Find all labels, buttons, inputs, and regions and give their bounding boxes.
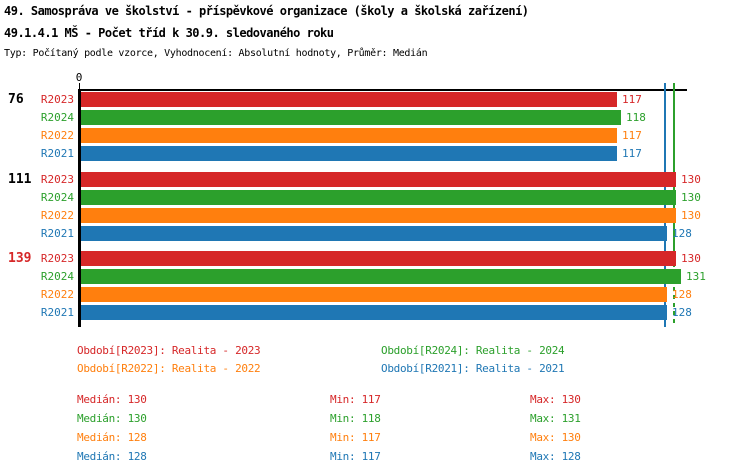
bar-R2023-139 <box>81 251 676 266</box>
stat-median-R2023: Medián: 130 <box>77 393 147 406</box>
median-line-R2024 <box>673 83 675 247</box>
row-label-R2024: R2024 <box>40 191 74 204</box>
row-label-R2024: R2024 <box>40 270 74 283</box>
bar-chart: 0 76 R2023 117 R2024 118 R2022 117 R2021 117 111 R2… <box>8 71 706 327</box>
stat-median-R2021: Medián: 128 <box>77 450 147 463</box>
stat-max-R2021: Max: 128 <box>530 450 581 463</box>
stat-median-R2024: Medián: 130 <box>77 412 147 425</box>
stat-median-R2022: Medián: 128 <box>77 431 147 444</box>
bar-R2021-139 <box>81 305 667 320</box>
value-label-R2022-76: 117 <box>622 129 642 142</box>
legend-item-R2023: Období[R2023]: Realita - 2023 <box>77 344 261 357</box>
stat-max-R2023: Max: 130 <box>530 393 581 406</box>
legend-item-R2022: Období[R2022]: Realita - 2022 <box>77 362 261 375</box>
stat-min-R2021: Min: 117 <box>330 450 381 463</box>
x-axis-line <box>78 89 687 91</box>
value-label-R2021-139: 128 <box>672 306 692 319</box>
row-label-R2024: R2024 <box>40 111 74 124</box>
value-label-R2022-139: 128 <box>672 288 692 301</box>
value-label-R2024-139: 131 <box>686 270 706 283</box>
value-label-R2024-76: 118 <box>626 111 646 124</box>
value-label-R2023-76: 117 <box>622 93 642 106</box>
bar-R2024-76 <box>81 110 621 125</box>
page-title: 49. Samospráva ve školství - příspěvkové… <box>4 4 529 18</box>
bar-R2021-111 <box>81 226 667 241</box>
stats-table: Medián: 130 Min: 117 Max: 130 Medián: 130 Mi… <box>0 388 750 468</box>
indicator-meta: Typ: Počítaný podle vzorce, Vyhodnocení:… <box>4 48 428 59</box>
value-label-R2021-111: 128 <box>672 227 692 240</box>
value-label-R2022-111: 130 <box>681 209 701 222</box>
y-axis-line <box>78 89 81 327</box>
row-label-R2022: R2022 <box>40 209 74 222</box>
row-label-R2023: R2023 <box>40 173 74 186</box>
row-label-R2021: R2021 <box>40 306 74 319</box>
value-label-R2024-111: 130 <box>681 191 701 204</box>
bar-R2023-111 <box>81 172 676 187</box>
row-label-R2023: R2023 <box>40 93 74 106</box>
row-label-R2023: R2023 <box>40 252 74 265</box>
stat-max-R2022: Max: 130 <box>530 431 581 444</box>
bar-R2022-111 <box>81 208 676 223</box>
value-label-R2023-111: 130 <box>681 173 701 186</box>
median-line-R2024-dashed <box>673 247 675 327</box>
chart-legend: Období[R2023]: Realita - 2023 Období[R202… <box>0 340 750 380</box>
bar-R2022-139 <box>81 287 667 302</box>
x-axis-zero-label: 0 <box>75 71 83 84</box>
row-label-R2022: R2022 <box>40 288 74 301</box>
row-label-R2021: R2021 <box>40 147 74 160</box>
zero-tick <box>79 83 80 89</box>
bar-R2024-111 <box>81 190 676 205</box>
median-line-R2021 <box>664 83 666 327</box>
indicator-title: 49.1.4.1 MŠ - Počet tříd k 30.9. sledova… <box>4 26 334 40</box>
group-label-111: 111 <box>8 172 32 187</box>
stat-min-R2024: Min: 118 <box>330 412 381 425</box>
row-label-R2022: R2022 <box>40 129 74 142</box>
group-label-76: 76 <box>8 92 24 107</box>
row-label-R2021: R2021 <box>40 227 74 240</box>
bar-R2024-139 <box>81 269 681 284</box>
stat-min-R2023: Min: 117 <box>330 393 381 406</box>
bar-R2023-76 <box>81 92 617 107</box>
group-label-139: 139 <box>8 251 32 266</box>
bar-R2022-76 <box>81 128 617 143</box>
stat-max-R2024: Max: 131 <box>530 412 581 425</box>
value-label-R2021-76: 117 <box>622 147 642 160</box>
bar-R2021-76 <box>81 146 617 161</box>
value-label-R2023-139: 130 <box>681 252 701 265</box>
legend-item-R2021: Období[R2021]: Realita - 2021 <box>381 362 565 375</box>
stat-min-R2022: Min: 117 <box>330 431 381 444</box>
legend-item-R2024: Období[R2024]: Realita - 2024 <box>381 344 565 357</box>
